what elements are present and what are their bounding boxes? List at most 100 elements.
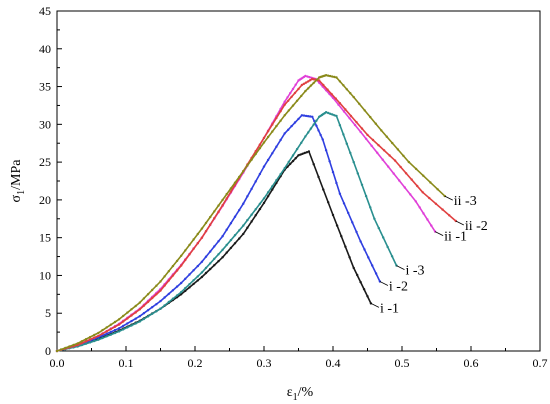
x-tick-label: 0.6 xyxy=(464,356,479,370)
series-point xyxy=(254,208,257,211)
series-point xyxy=(122,320,125,323)
series-point xyxy=(242,232,245,236)
series-point xyxy=(428,196,431,200)
x-tick-label: 0.1 xyxy=(119,356,134,370)
series-point xyxy=(217,260,220,263)
series-point xyxy=(246,195,249,198)
series-point xyxy=(295,147,299,151)
series-point xyxy=(291,159,295,163)
series-point xyxy=(196,279,199,282)
series-point xyxy=(322,83,325,87)
series-point xyxy=(338,80,342,83)
series-point xyxy=(333,75,336,79)
series-point xyxy=(319,133,322,137)
series-point xyxy=(331,113,334,116)
x-axis-title: ε1/% xyxy=(287,385,314,403)
series-point xyxy=(327,111,330,115)
y-tick-label: 20 xyxy=(39,193,51,207)
series-point xyxy=(324,74,328,77)
series-point xyxy=(353,123,357,127)
x-tick-label: 0.5 xyxy=(395,356,410,370)
series-point xyxy=(204,221,208,225)
series-point xyxy=(363,109,366,112)
series-line xyxy=(55,150,373,353)
series-point xyxy=(279,119,282,122)
series-point xyxy=(344,245,347,248)
series-point xyxy=(391,141,394,145)
series-point xyxy=(159,289,162,292)
series-point xyxy=(229,190,233,193)
series-point xyxy=(213,264,216,267)
series-point xyxy=(229,187,233,190)
series-point xyxy=(242,224,245,227)
series-point xyxy=(101,336,104,340)
series-point xyxy=(151,312,154,315)
series-point xyxy=(307,131,310,134)
series-point xyxy=(342,84,345,87)
series-point xyxy=(279,110,282,113)
series-point xyxy=(171,274,175,277)
series-point xyxy=(347,211,350,215)
series-point xyxy=(109,323,113,326)
series-point xyxy=(351,221,354,224)
series-point xyxy=(188,253,191,256)
series-point xyxy=(188,243,191,247)
series-point xyxy=(175,259,179,263)
series-point xyxy=(287,109,290,112)
series-point xyxy=(359,280,362,284)
series-point xyxy=(188,286,191,289)
series-point xyxy=(200,227,204,230)
series-point xyxy=(304,135,307,138)
series-point xyxy=(192,279,195,282)
series-point xyxy=(360,183,364,186)
series-point xyxy=(392,172,395,175)
series-point xyxy=(221,198,224,202)
series-point xyxy=(130,324,133,327)
series-point xyxy=(307,87,310,90)
series-point xyxy=(250,220,253,223)
series-point xyxy=(385,135,388,138)
series-point xyxy=(317,129,320,132)
series-point xyxy=(388,154,391,157)
series-point xyxy=(175,294,179,297)
series-point xyxy=(301,152,304,155)
series-point xyxy=(130,314,133,317)
series-point xyxy=(254,152,257,156)
y-axis-title: σ1/MPa xyxy=(9,159,27,203)
series-point xyxy=(307,150,311,153)
y-tick-label: 40 xyxy=(39,42,51,56)
series-point xyxy=(97,334,100,338)
series-point xyxy=(275,116,278,120)
series-point xyxy=(180,290,183,294)
series-point xyxy=(297,117,300,121)
series-point xyxy=(359,130,362,134)
series-point xyxy=(335,114,338,118)
series-point xyxy=(72,343,75,347)
series-point xyxy=(159,307,162,310)
series-point xyxy=(196,275,199,278)
series-path xyxy=(56,150,372,352)
series-point xyxy=(159,280,162,283)
series-point xyxy=(324,149,328,152)
series-point xyxy=(275,145,278,148)
series-point xyxy=(225,251,228,254)
series-point xyxy=(213,257,216,260)
series-point xyxy=(348,256,351,259)
series-point xyxy=(64,346,67,350)
x-tick-label: 0.0 xyxy=(50,356,65,370)
series-point xyxy=(369,115,372,119)
series-point xyxy=(250,213,253,216)
y-tick-label: 15 xyxy=(39,231,51,245)
series-point xyxy=(184,277,187,280)
series-point xyxy=(304,89,307,93)
series-point xyxy=(151,296,154,300)
series-point xyxy=(302,114,306,117)
series-point xyxy=(291,87,295,91)
series-point xyxy=(55,349,59,353)
series-point xyxy=(307,115,310,118)
series-point xyxy=(315,124,318,128)
series-point xyxy=(434,202,438,205)
series-point xyxy=(209,223,212,226)
series-point xyxy=(315,119,318,122)
series-point xyxy=(338,124,342,127)
